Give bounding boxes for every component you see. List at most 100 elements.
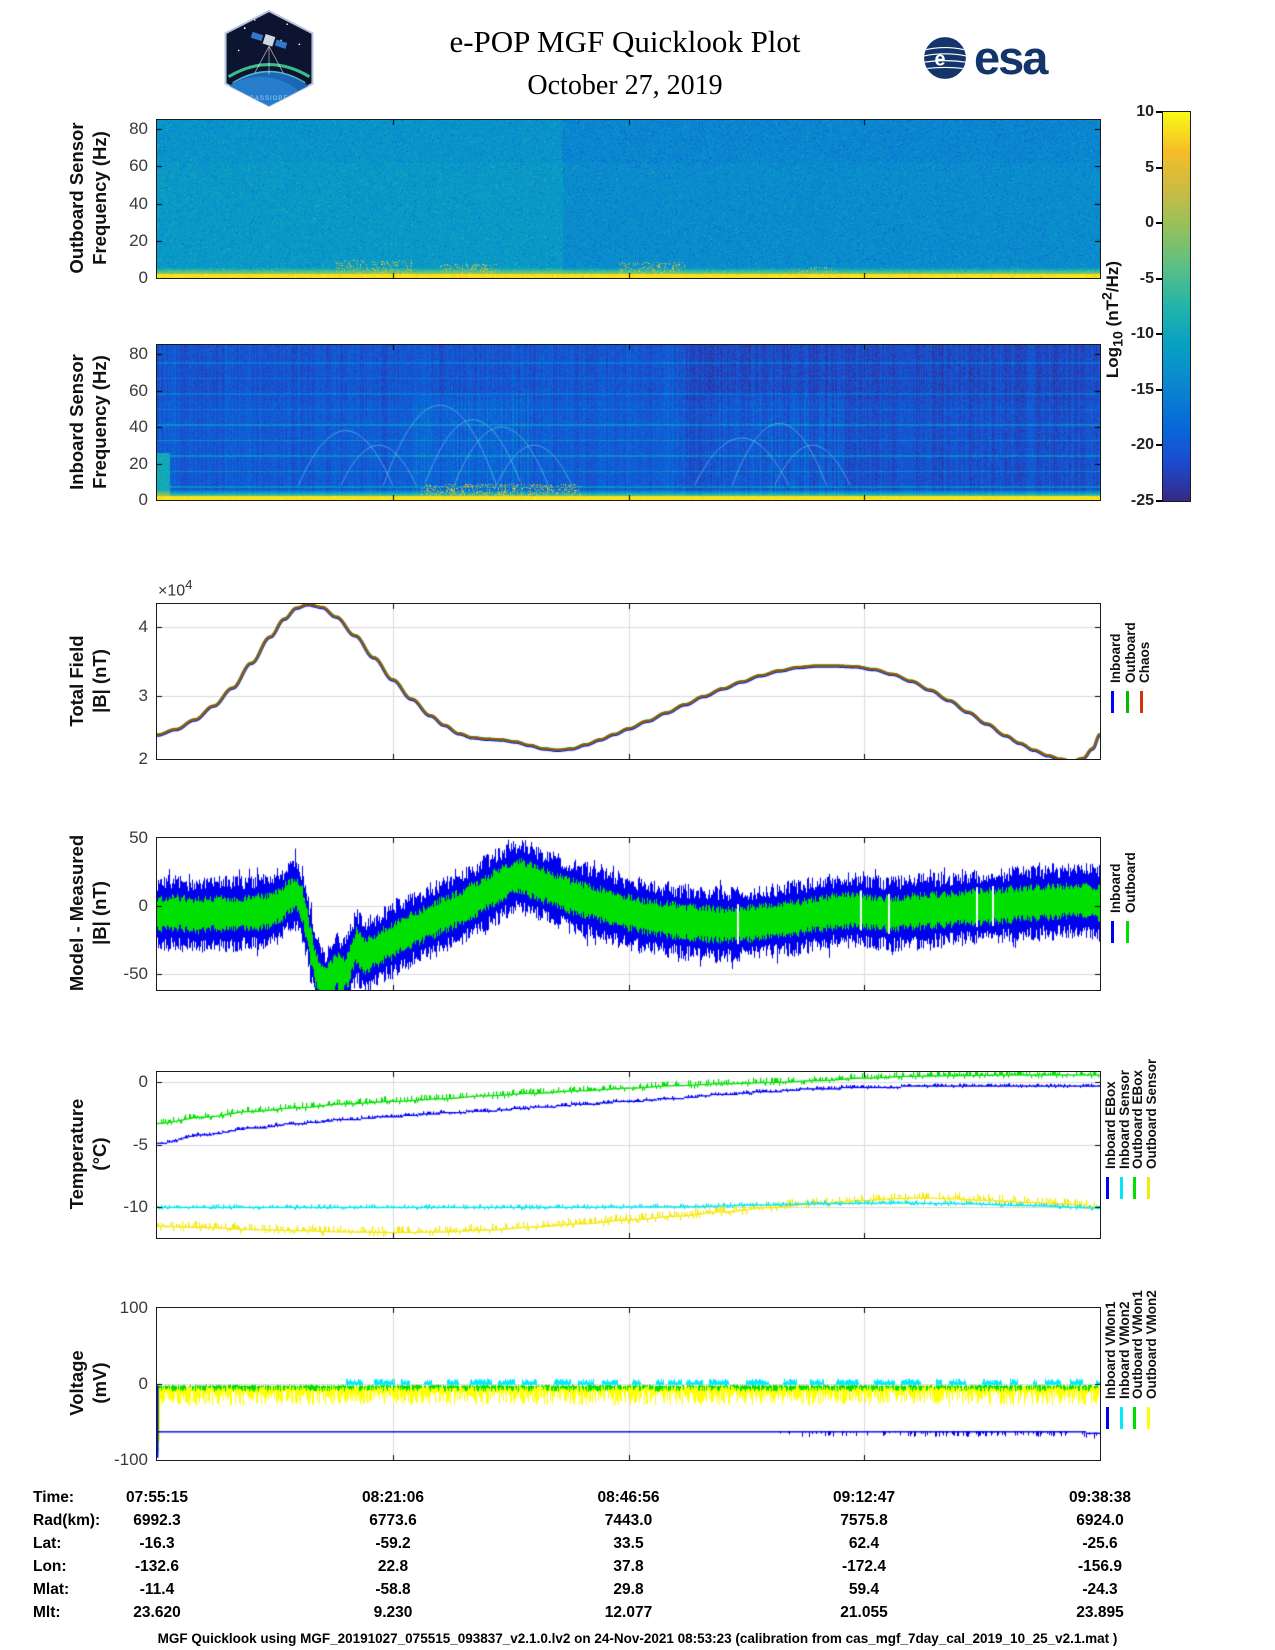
legend-swatch — [1111, 691, 1114, 713]
ephemeris-value: 7443.0 — [604, 1512, 653, 1529]
legend-swatch — [1133, 1407, 1136, 1429]
ephemeris-value: 59.4 — [848, 1581, 880, 1598]
y-tick-label: 50 — [129, 828, 148, 847]
colorbar-tick-label: 0 — [1145, 214, 1154, 232]
y-tick-label: 3 — [138, 685, 148, 705]
ephemeris-value: 33.5 — [613, 1535, 644, 1552]
ephemeris-value: 6924.0 — [1076, 1512, 1124, 1529]
ephemeris-row-label: Time: — [33, 1489, 75, 1506]
colorbar — [1162, 111, 1191, 502]
y-tick-label: -10 — [123, 1197, 148, 1217]
ephemeris-value: -58.8 — [375, 1581, 411, 1598]
ephemeris-value: -156.9 — [1078, 1558, 1122, 1575]
ephemeris-value: 08:21:06 — [361, 1489, 425, 1506]
esa-wordmark: esa — [974, 31, 1048, 84]
page-subtitle: October 27, 2019 — [527, 70, 723, 101]
legend-label-inboard: Inboard — [1108, 633, 1123, 684]
legend-swatch — [1119, 1177, 1123, 1199]
ephemeris-value: -132.6 — [135, 1558, 179, 1575]
y-tick-label: 80 — [129, 344, 148, 364]
page-title: e-POP MGF Quicklook Plot — [449, 24, 801, 59]
legend-label-inboard-vmon1: Inboard VMon1 — [1103, 1301, 1118, 1400]
total-field-panel — [156, 603, 1101, 760]
axis-label-text: Total Field |B| (nT) — [66, 634, 110, 727]
colorbar-tick-mark — [1156, 444, 1162, 447]
ephemeris-row-label: Mlt: — [33, 1604, 61, 1621]
ephemeris-row-label: Mlat: — [33, 1581, 70, 1598]
total-field-exponent-label: ×104 — [158, 577, 193, 600]
svg-text:CASSIOPE: CASSIOPE — [250, 96, 289, 102]
outboard-spectrogram-panel — [156, 119, 1101, 279]
ephemeris-value: 07:55:15 — [125, 1489, 189, 1506]
y-tick-label: 2 — [138, 749, 148, 768]
cassiope-mission-patch-icon: CASSIOPE — [224, 10, 314, 107]
colorbar-tick-label: -20 — [1130, 436, 1154, 454]
temperature-panel — [156, 1071, 1101, 1239]
temperature-canvas — [157, 1072, 1100, 1238]
footer-caption: MGF Quicklook using MGF_20191027_075515_… — [157, 1631, 1118, 1646]
ephemeris-value: 29.8 — [613, 1581, 644, 1598]
ephemeris-value: 23.620 — [133, 1604, 181, 1621]
voltage-canvas — [157, 1308, 1100, 1460]
legend-swatch — [1125, 921, 1129, 943]
ephemeris-value: 62.4 — [848, 1535, 880, 1552]
ephemeris-value: 12.077 — [604, 1604, 653, 1621]
ephemeris-value: -11.4 — [139, 1581, 175, 1598]
legend-label-chaos: Chaos — [1137, 641, 1152, 683]
legend-swatch — [1133, 1177, 1136, 1199]
y-tick-label: 0 — [138, 1071, 148, 1091]
inboard-spectrogram-panel — [156, 344, 1101, 501]
ephemeris-row-label: Lon: — [33, 1558, 67, 1575]
ephemeris-value: -16.3 — [139, 1535, 175, 1552]
colorbar-tick-label: -5 — [1139, 269, 1154, 287]
outboard-spectrogram-canvas — [157, 120, 1100, 278]
colorbar-gradient — [1163, 112, 1190, 501]
y-tick-label: 60 — [129, 156, 148, 176]
y-tick-label: 0 — [138, 1374, 148, 1393]
y-tick-label: 0 — [138, 490, 148, 509]
inboard-spectrogram-canvas — [157, 345, 1100, 500]
y-tick-label: 0 — [138, 268, 148, 287]
ephemeris-value: 9.230 — [373, 1604, 413, 1621]
ephemeris-value: 09:38:38 — [1068, 1489, 1132, 1506]
legend-label-outboard: Outboard — [1122, 622, 1138, 683]
legend-label-outboard: Outboard — [1122, 852, 1138, 913]
y-tick-label: 20 — [129, 453, 148, 473]
y-tick-label: 4 — [138, 616, 148, 636]
colorbar-tick-label: 5 — [1145, 158, 1154, 176]
colorbar-tick-mark — [1156, 111, 1162, 113]
ephemeris-row-label: Lat: — [33, 1535, 62, 1552]
legend-label-outboard-vmon2: Outboard VMon2 — [1143, 1290, 1159, 1399]
ephemeris-value: 22.8 — [377, 1558, 409, 1575]
ephemeris-row-label: Rad(km): — [33, 1512, 101, 1529]
y-tick-label: 80 — [129, 119, 148, 139]
legend-swatch — [1119, 1407, 1123, 1429]
legend-swatch — [1106, 1177, 1109, 1199]
colorbar-tick-label: -25 — [1130, 492, 1154, 509]
legend-swatch — [1125, 691, 1129, 713]
ephemeris-value: 6773.6 — [369, 1512, 417, 1529]
y-tick-label: 100 — [119, 1298, 148, 1317]
voltage-panel — [156, 1307, 1101, 1461]
legend-swatch — [1111, 921, 1114, 943]
ephemeris-value: -24.3 — [1082, 1581, 1118, 1598]
colorbar-tick-label: 10 — [1136, 103, 1154, 120]
ephemeris-value: -172.4 — [842, 1558, 886, 1575]
ephemeris-value: 7575.8 — [840, 1512, 888, 1529]
total-field-canvas — [157, 604, 1100, 759]
ephemeris-value: 23.895 — [1076, 1604, 1124, 1621]
model-measured-panel — [156, 837, 1101, 991]
y-tick-label: -5 — [132, 1134, 148, 1154]
ephemeris-value: 09:12:47 — [832, 1489, 896, 1506]
colorbar-tick-mark — [1156, 166, 1162, 169]
ephemeris-table: Time: 07:55:15 08:21:06 08:46:56 09:12:47 09:… — [0, 1489, 1275, 1629]
y-tick-label: -50 — [123, 963, 148, 983]
ephemeris-value: 37.8 — [613, 1558, 644, 1575]
colorbar-tick-label: -15 — [1130, 380, 1154, 398]
legend-swatch — [1106, 1407, 1109, 1429]
y-tick-label: 40 — [129, 193, 148, 213]
legend-swatch — [1140, 691, 1143, 713]
legend-swatch — [1146, 1407, 1150, 1429]
ephemeris-value: 6992.3 — [133, 1512, 181, 1529]
colorbar-tick-mark — [1156, 222, 1162, 225]
